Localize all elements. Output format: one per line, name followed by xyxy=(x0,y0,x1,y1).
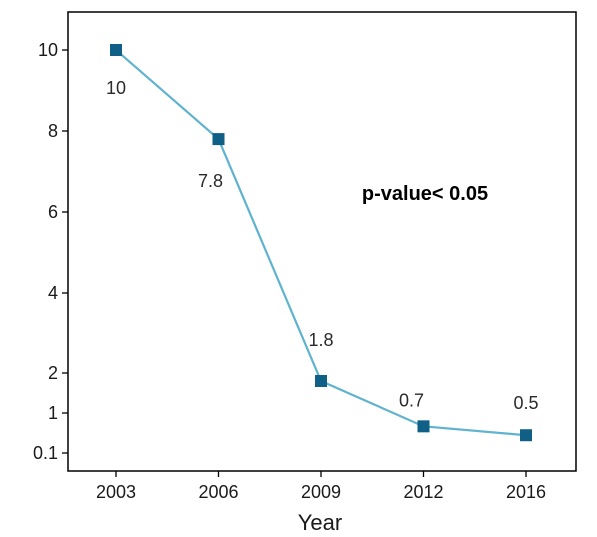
data-label: 7.8 xyxy=(198,171,223,191)
data-point-marker xyxy=(417,420,430,433)
data-point-marker xyxy=(110,44,122,56)
y-tick-label: 10 xyxy=(38,40,58,60)
x-tick-label: 2003 xyxy=(96,482,136,502)
x-tick-label: 2016 xyxy=(506,482,546,502)
data-label: 1.8 xyxy=(308,330,333,350)
y-tick-label: 6 xyxy=(48,202,58,222)
data-labels-group: 10 7.8 1.8 0.7 0.5 xyxy=(106,78,539,413)
x-tick-label: 2006 xyxy=(198,482,238,502)
data-label: 10 xyxy=(106,78,126,98)
plot-frame-group xyxy=(67,11,577,472)
data-point-marker xyxy=(315,375,327,387)
x-axis-ticks: 2003 2006 2009 2012 2016 xyxy=(96,471,546,502)
x-tick-label: 2012 xyxy=(403,482,443,502)
y-tick-label: 2 xyxy=(48,363,58,383)
data-label: 0.5 xyxy=(513,393,538,413)
x-tick-label: 2009 xyxy=(301,482,341,502)
y-axis-ticks: 10 8 6 4 2 1 0.1 xyxy=(33,40,68,463)
y-tick-label: 4 xyxy=(48,283,58,303)
y-tick-label: 1 xyxy=(48,403,58,423)
series-group xyxy=(110,44,532,442)
p-value-annotation: p-value< 0.05 xyxy=(362,183,488,205)
data-point-marker xyxy=(520,429,532,442)
y-tick-label: 8 xyxy=(48,121,58,141)
y-tick-label: 0.1 xyxy=(33,443,58,463)
x-axis-title: Year xyxy=(298,510,342,535)
data-point-marker xyxy=(212,133,225,146)
plot-frame xyxy=(67,11,577,472)
data-label: 0.7 xyxy=(399,390,424,410)
